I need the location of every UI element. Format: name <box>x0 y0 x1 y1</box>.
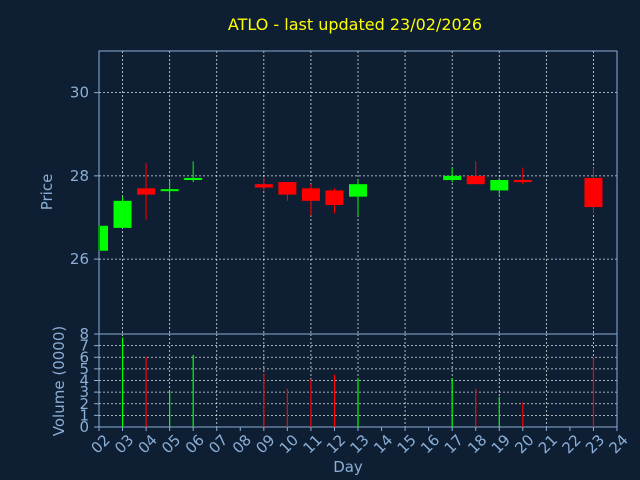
candle <box>137 163 156 220</box>
x-axis: 0203040506070809101112131415161718192021… <box>88 427 632 457</box>
x-tick-label: 17 <box>441 431 467 457</box>
candle-body <box>443 175 462 181</box>
x-tick-label: 03 <box>111 431 137 457</box>
candle <box>254 177 273 191</box>
candle <box>98 225 108 251</box>
candle <box>349 180 367 216</box>
candle-body <box>584 177 603 208</box>
x-tick-label: 13 <box>347 431 373 457</box>
volume-tick-label: 4 <box>79 372 89 390</box>
candle-body <box>113 200 132 228</box>
x-tick-label: 15 <box>394 431 420 457</box>
candle <box>325 188 344 214</box>
x-tick-label: 18 <box>464 431 490 457</box>
x-tick-label: 12 <box>323 431 349 457</box>
x-tick-label: 19 <box>488 431 514 457</box>
candles <box>98 161 603 251</box>
candle <box>301 184 320 216</box>
volume-bars <box>121 337 595 427</box>
price-tick-label: 30 <box>70 84 89 102</box>
x-axis-label: Day <box>333 458 363 476</box>
volume-tick-label: 3 <box>79 383 89 401</box>
x-tick-label: 14 <box>370 431 396 457</box>
x-tick-label: 22 <box>558 431 584 457</box>
x-tick-label: 05 <box>158 431 184 457</box>
candle <box>466 161 485 185</box>
x-tick-label: 24 <box>606 431 632 457</box>
x-tick-label: 21 <box>535 431 561 457</box>
candle-body <box>160 189 179 192</box>
candle-body <box>301 188 320 201</box>
candle-body <box>137 188 156 195</box>
candle-body <box>325 190 344 205</box>
candle <box>513 167 532 185</box>
x-tick-label: 20 <box>511 431 537 457</box>
candle <box>160 180 179 199</box>
x-tick-label: 11 <box>299 431 325 457</box>
x-tick-label: 16 <box>417 431 443 457</box>
chart-title: ATLO - last updated 23/02/2026 <box>228 15 482 34</box>
candle-body <box>278 182 297 195</box>
volume-tick-label: 6 <box>79 348 89 366</box>
candle-body <box>184 177 203 181</box>
volume-tick-label: 1 <box>79 406 89 424</box>
candle-body <box>466 175 485 185</box>
candle-body <box>254 184 273 188</box>
price-axis: 26 28 30 <box>70 84 99 268</box>
volume-tick-label: 0 <box>79 418 89 436</box>
x-tick-label: 08 <box>229 431 255 457</box>
volume-tick-label: 5 <box>79 360 89 378</box>
candle <box>443 167 462 183</box>
x-tick-label: 09 <box>252 431 278 457</box>
x-tick-label: 10 <box>276 431 302 457</box>
x-tick-label: 02 <box>88 431 114 457</box>
volume-tick-label: 7 <box>79 337 89 355</box>
price-tick-label: 26 <box>70 250 89 268</box>
x-tick-label: 23 <box>582 431 608 457</box>
candle-body <box>513 180 532 183</box>
candle-body <box>100 225 108 251</box>
candle <box>490 177 509 195</box>
x-tick-label: 04 <box>135 431 161 457</box>
candle <box>184 161 203 183</box>
candle-body <box>349 184 367 197</box>
price-axis-label: Price <box>38 174 56 211</box>
volume-tick-label: 2 <box>79 395 89 413</box>
volume-tick-label: 8 <box>79 325 89 343</box>
price-tick-label: 28 <box>70 167 89 185</box>
candle <box>113 196 132 228</box>
volume-axis-label: Volume (0000) <box>50 326 68 436</box>
x-tick-label: 07 <box>205 431 231 457</box>
x-tick-label: 06 <box>182 431 208 457</box>
candle <box>278 182 297 201</box>
candle <box>584 167 603 214</box>
candle-body <box>490 180 509 191</box>
